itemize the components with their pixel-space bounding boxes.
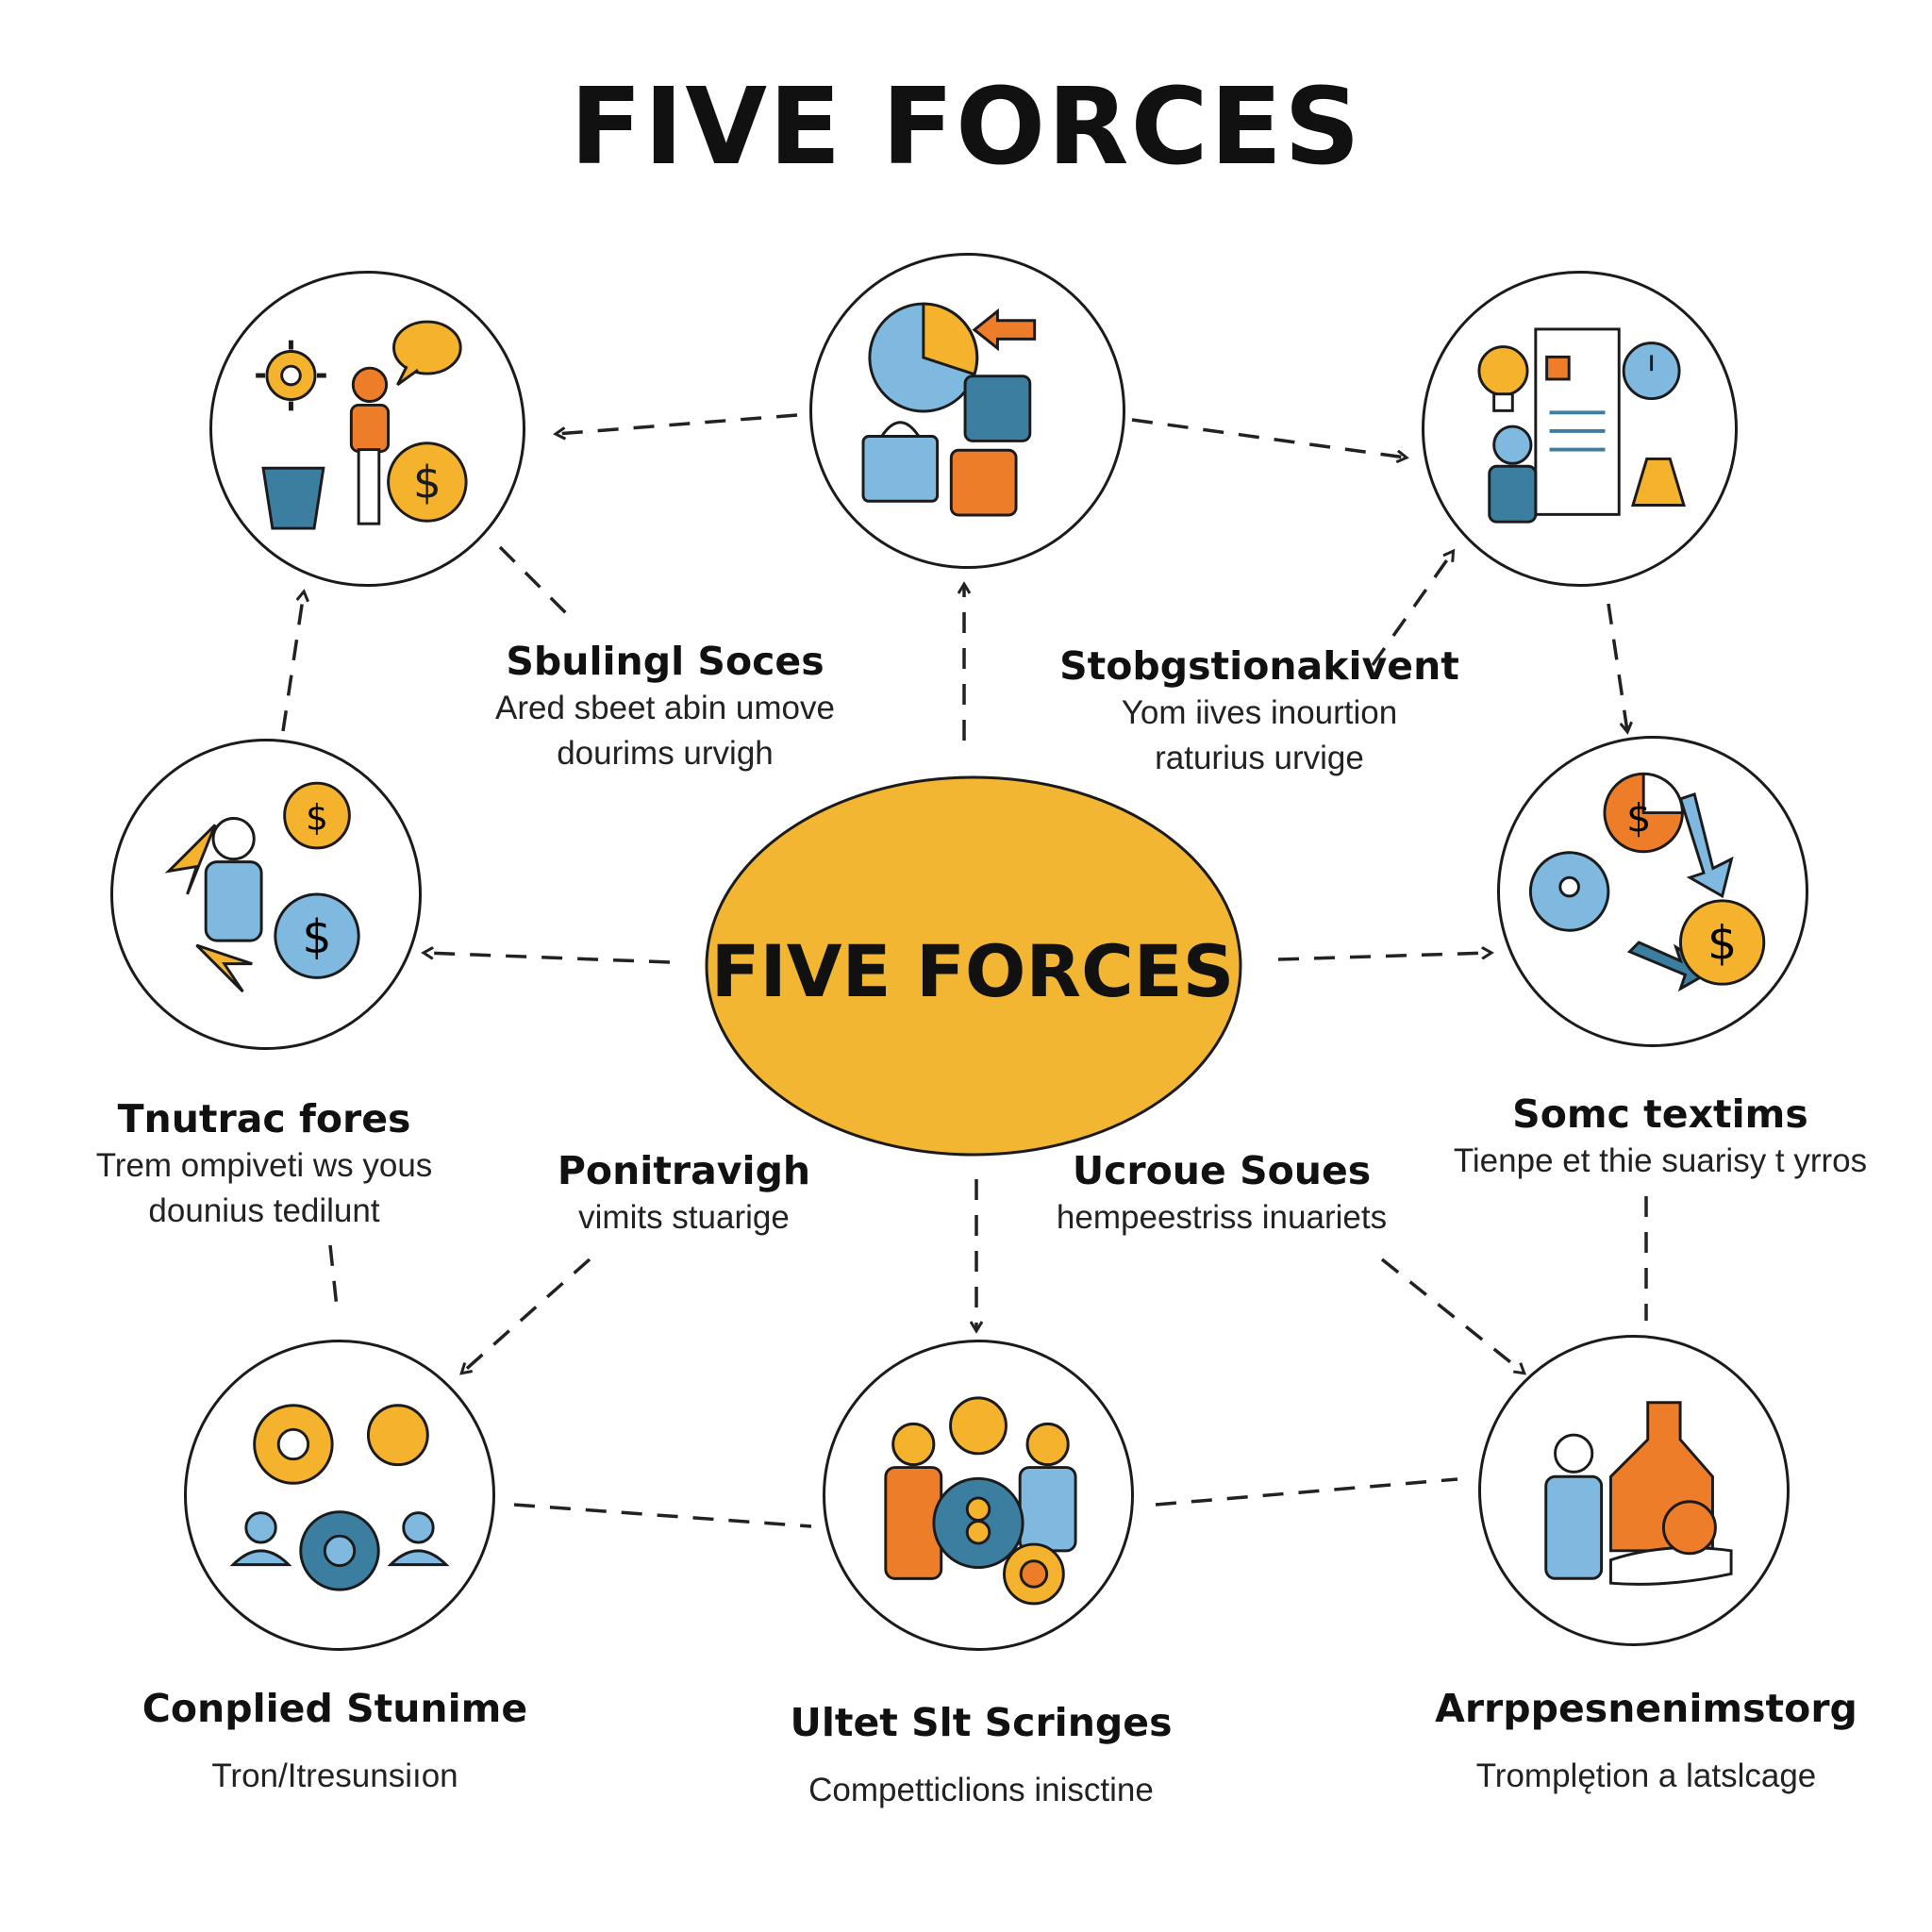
lightbulb-icon bbox=[1477, 345, 1529, 412]
person-icon bbox=[204, 817, 263, 942]
label-bottom-right: Arrppesnenimstorg Tromplętion a latslcag… bbox=[1420, 1684, 1873, 1799]
line-top-left-to-label bbox=[498, 545, 573, 620]
label-mid-left: Tnutrac fores Trem ompiveti ws yous doun… bbox=[52, 1094, 476, 1234]
person-icon bbox=[1544, 1433, 1604, 1580]
label-bottom-center: Ultet Slt Scringes Competticlions inisct… bbox=[750, 1698, 1212, 1813]
node-top-left-icons: $ bbox=[256, 320, 468, 530]
label-heading: Sbulingl Soces bbox=[506, 639, 824, 684]
node-top-left[interactable]: $ bbox=[209, 271, 525, 587]
label-center-left: Ponitravigh vimits stuarige bbox=[509, 1146, 858, 1241]
arrow-top-right-to-mid-right bbox=[1607, 603, 1627, 731]
center-ellipse bbox=[705, 775, 1242, 1157]
pie-chart-icon bbox=[868, 302, 979, 413]
arrow-top-center-to-top-right bbox=[1131, 418, 1406, 458]
node-top-right[interactable] bbox=[1422, 271, 1738, 587]
label-heading: Ultet Slt Scringes bbox=[790, 1700, 1173, 1745]
label-line-1: Tromplętion a latslcage bbox=[1475, 1757, 1817, 1794]
svg-text:$: $ bbox=[413, 458, 441, 509]
label-heading: Somc textims bbox=[1512, 1091, 1808, 1137]
svg-text:$: $ bbox=[1707, 916, 1737, 971]
svg-text:$: $ bbox=[306, 796, 328, 838]
label-bottom-left: Conplied Stunime Tron/Itresunsiıon bbox=[123, 1684, 547, 1799]
label-line-1: Trem ompiveti ws yous bbox=[95, 1147, 433, 1184]
pie-dollar-icon: $ bbox=[1603, 772, 1684, 854]
gear-icon bbox=[366, 1404, 429, 1467]
arrow-center-to-mid-right bbox=[1277, 953, 1491, 961]
line-mid-left-down bbox=[328, 1244, 340, 1317]
network-icon bbox=[1528, 851, 1610, 932]
arrow-top-center-to-top-left bbox=[557, 413, 798, 434]
center-label: FIVE FORCES bbox=[710, 929, 1235, 1013]
line-bottom-left-to-center bbox=[513, 1503, 812, 1528]
label-center-right: Ucroue Soues hempeestriss inuariets bbox=[1014, 1146, 1429, 1241]
dollar-coin-icon: $ bbox=[1678, 899, 1766, 986]
node-bottom-right-icons bbox=[1544, 1401, 1733, 1586]
node-top-center[interactable] bbox=[809, 253, 1125, 569]
label-line-1: Tron/Itresunsiıon bbox=[211, 1757, 458, 1794]
shopping-bag-icon bbox=[861, 421, 940, 503]
people-icon bbox=[229, 1511, 450, 1567]
speech-bubble-icon bbox=[392, 320, 462, 387]
dollar-coin-icon: $ bbox=[387, 441, 468, 523]
clock-gear-icon bbox=[1622, 341, 1681, 401]
node-mid-right-icons: $ $ bbox=[1528, 772, 1766, 992]
label-line-1: Ared sbeet abin umove bbox=[495, 690, 835, 726]
label-heading: Arrppesnenimstorg bbox=[1435, 1686, 1857, 1731]
label-line-2: dounius tedilunt bbox=[148, 1192, 380, 1229]
label-line-1: vimits stuarige bbox=[578, 1199, 790, 1236]
gear-icon bbox=[253, 1404, 334, 1485]
document-icon bbox=[1534, 327, 1621, 516]
line-bottom-center-to-right bbox=[1155, 1477, 1458, 1507]
node-mid-right[interactable]: $ $ bbox=[1497, 736, 1808, 1047]
hand-icon bbox=[1608, 1500, 1733, 1586]
label-heading: Tnutrac fores bbox=[117, 1096, 411, 1141]
label-mid-right: Somc textims Tienpe et thie suarisy t yr… bbox=[1424, 1090, 1896, 1184]
label-line-1: hempeestriss inuariets bbox=[1056, 1199, 1388, 1236]
node-top-center-icons bbox=[861, 302, 1037, 517]
svg-text:$: $ bbox=[1626, 795, 1651, 841]
label-line-1: Yom iives inourtion bbox=[1121, 694, 1398, 731]
label-heading: Ponitravigh bbox=[557, 1148, 811, 1193]
node-bottom-center-icons bbox=[884, 1396, 1077, 1606]
label-line-2: dourims urvigh bbox=[557, 735, 774, 772]
bucket-icon bbox=[261, 466, 325, 530]
label-line-1: Tienpe et thie suarisy t yrros bbox=[1453, 1142, 1868, 1179]
label-line-2: raturius urvige bbox=[1155, 740, 1364, 776]
node-bottom-left[interactable] bbox=[184, 1340, 495, 1651]
dollar-coin-icon: $ bbox=[283, 781, 351, 850]
puzzle-icon bbox=[949, 375, 1032, 517]
label-heading: Stobgstionakivent bbox=[1059, 643, 1459, 689]
node-top-right-icons bbox=[1477, 327, 1686, 524]
label-heading: Ucroue Soues bbox=[1072, 1148, 1372, 1193]
gear-icon bbox=[949, 1396, 1065, 1606]
cycle-arrow-icon bbox=[164, 824, 253, 993]
flask-icon bbox=[1630, 457, 1686, 507]
label-top-center-right: Stobgstionakivent Yom iives inourtion ra… bbox=[1052, 641, 1467, 781]
node-mid-left-icons: $ $ bbox=[164, 781, 360, 993]
node-bottom-right[interactable] bbox=[1478, 1335, 1790, 1646]
arrow-icon bbox=[972, 308, 1037, 352]
label-heading: Conplied Stunime bbox=[142, 1686, 528, 1731]
people-icon bbox=[884, 1422, 1077, 1580]
person-icon bbox=[349, 366, 391, 525]
gear-icon bbox=[256, 340, 326, 411]
arrow-mid-left-to-top-left bbox=[281, 592, 304, 732]
coin-icon bbox=[932, 1476, 1024, 1570]
arrow-label-to-bottom-left bbox=[462, 1257, 591, 1373]
arrow-center-to-mid-left bbox=[425, 953, 671, 964]
svg-text:$: $ bbox=[302, 909, 331, 964]
arrow-label-to-bottom-right bbox=[1380, 1257, 1524, 1373]
person-icon bbox=[1488, 425, 1538, 524]
gear-icon bbox=[299, 1510, 380, 1591]
label-line-1: Competticlions inisctine bbox=[808, 1772, 1154, 1808]
page-title: FIVE FORCES bbox=[570, 66, 1362, 189]
label-top-center-left: Sbulingl Soces Ared sbeet abin umove dou… bbox=[443, 637, 887, 776]
arrow-label-to-top-right bbox=[1371, 552, 1453, 667]
node-mid-left[interactable]: $ $ bbox=[110, 739, 422, 1050]
node-bottom-left-icons bbox=[229, 1404, 450, 1591]
node-bottom-center[interactable] bbox=[823, 1340, 1134, 1651]
dollar-coin-icon: $ bbox=[274, 892, 360, 979]
